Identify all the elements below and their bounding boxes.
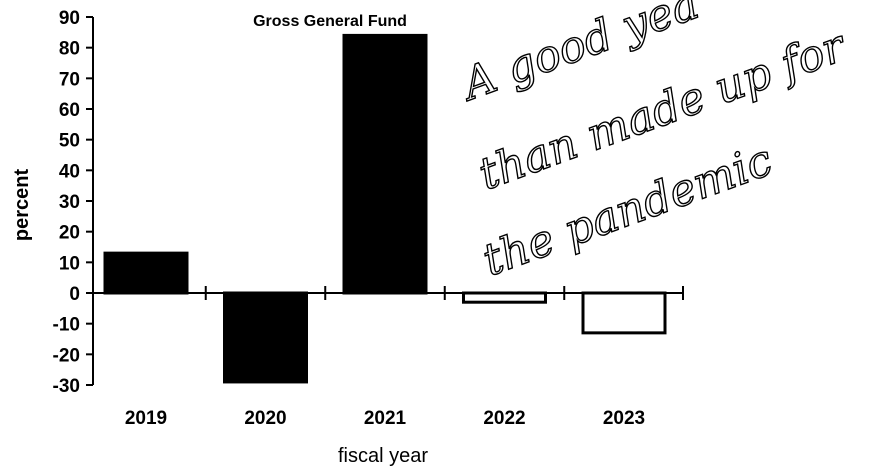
y-tick-label: 90 [59,8,80,29]
bar-2023 [581,291,667,335]
chart-title: Gross General Fund [253,13,407,30]
y-axis: 90 80 70 60 50 40 30 20 10 0 -10 -20 -30 [53,8,94,397]
x-category-label: 2023 [603,408,645,429]
y-tick-label: -20 [53,345,80,366]
y-tick-label: 50 [59,131,80,152]
bar-2022 [462,291,547,304]
y-tick-label: 40 [59,161,80,182]
y-axis-label: percent [11,169,33,242]
y-tick-label: 30 [59,192,80,213]
x-category-label: 2019 [125,408,167,429]
y-tick-label: -30 [53,376,80,397]
bar-2019 [103,251,189,295]
x-axis-label: fiscal year [338,445,428,467]
x-category-label: 2020 [244,408,286,429]
y-tick-label: 80 [59,39,80,60]
y-tick-label: 0 [69,284,80,305]
y-tick-label: 70 [59,69,80,90]
handwritten-annotation: A good yea than made up for the pandemic [452,0,855,287]
x-category-label: 2022 [483,408,525,429]
bar-2020 [223,291,308,384]
y-tick-label: 60 [59,100,80,121]
x-category-label: 2021 [364,408,407,429]
bar-2021 [342,33,428,295]
bars [103,33,667,384]
x-axis: 2019 2020 2021 2022 2023 [93,286,684,429]
y-tick-label: 10 [59,253,80,274]
y-tick-label: -10 [53,315,80,336]
y-tick-label: 20 [59,223,80,244]
